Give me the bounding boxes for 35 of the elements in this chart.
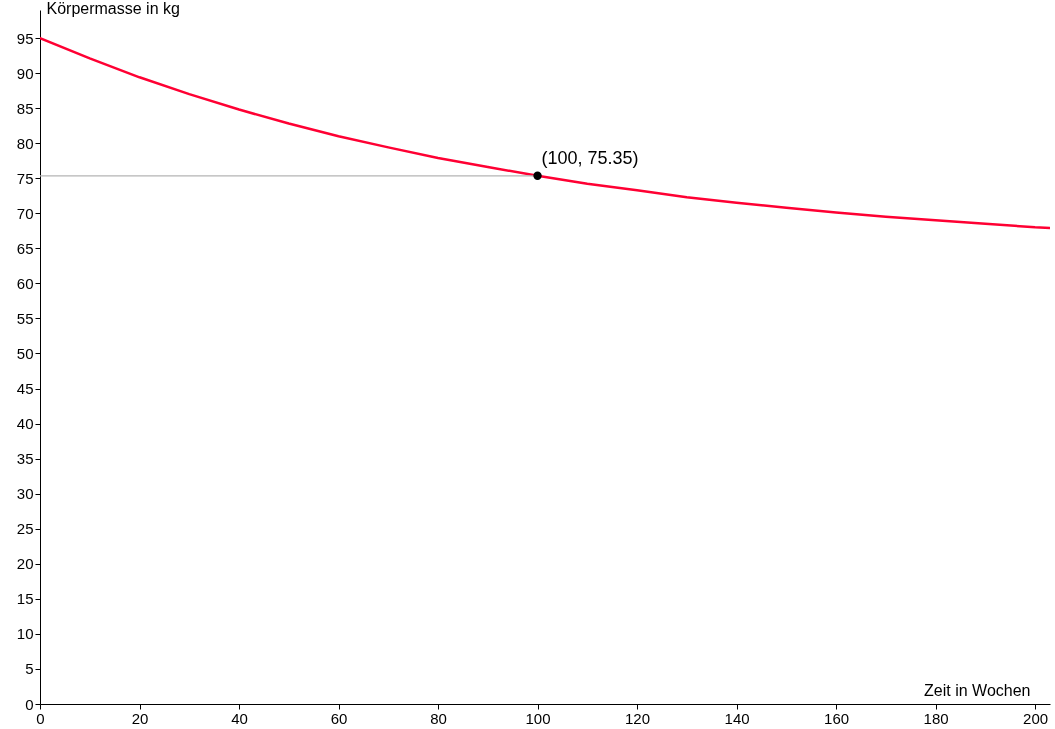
y-tick-label: 60 — [16, 274, 34, 292]
y-tick-label: 95 — [16, 29, 34, 47]
y-tick-label: 40 — [16, 415, 34, 433]
y-tick-label: 20 — [16, 555, 34, 573]
x-tick-label: 0 — [36, 709, 45, 727]
x-tick-label: 120 — [625, 709, 651, 727]
annotation: (100, 75.35) — [541, 147, 639, 168]
x-tick-label: 160 — [824, 709, 850, 727]
y-tick-label: 5 — [25, 660, 34, 678]
x-tick-label: 40 — [231, 709, 248, 727]
y-tick-label: 55 — [16, 309, 34, 327]
y-axis-title: Körpermasse in kg — [46, 0, 180, 17]
y-tick-label: 30 — [16, 485, 34, 503]
x-tick-label: 140 — [724, 709, 750, 727]
y-tick-label: 85 — [16, 99, 34, 117]
y-tick-label: 10 — [16, 625, 34, 643]
y-tick-label: 65 — [16, 239, 34, 257]
x-tick-label: 180 — [923, 709, 949, 727]
x-axis-title: Zeit in Wochen — [924, 681, 1031, 699]
y-tick-label: 45 — [16, 380, 34, 398]
y-tick-label: 35 — [16, 450, 34, 468]
y-tick-label: 15 — [16, 590, 34, 608]
x-tick-label: 20 — [131, 709, 149, 727]
y-tick-label: 25 — [16, 520, 34, 538]
y-tick-label: 80 — [16, 134, 34, 152]
y-tick-label: 75 — [16, 169, 34, 187]
line-series — [40, 36, 1050, 230]
x-tick-label: 60 — [330, 709, 348, 727]
x-tick-label: 100 — [525, 709, 551, 727]
y-tick-label: 50 — [16, 344, 34, 362]
y-tick-label: 0 — [25, 695, 34, 713]
x-tick-label: 80 — [430, 709, 447, 727]
y-tick-label: 70 — [16, 204, 34, 222]
x-tick-label: 200 — [1023, 709, 1049, 727]
y-tick-label: 90 — [16, 64, 34, 82]
